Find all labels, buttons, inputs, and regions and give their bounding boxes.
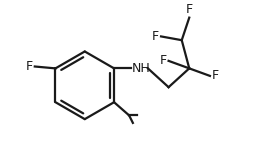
Text: F: F [186,3,193,16]
Text: F: F [159,54,167,67]
Text: NH: NH [132,62,151,75]
Text: F: F [212,69,219,82]
Text: F: F [26,60,33,73]
Text: F: F [152,30,159,43]
